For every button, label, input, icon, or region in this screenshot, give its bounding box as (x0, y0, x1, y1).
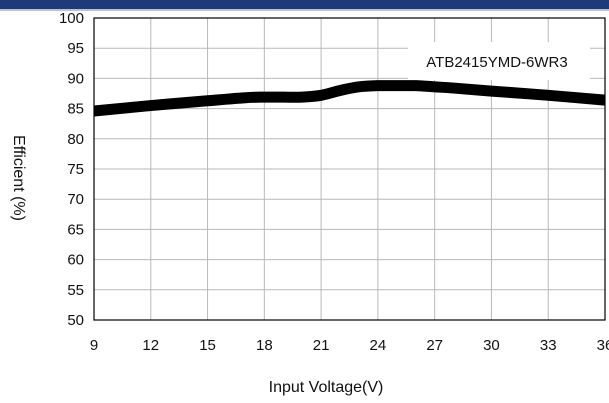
x-tick-labels: 9 12 15 18 21 24 27 30 33 36 (90, 337, 609, 354)
top-accent-bar (0, 0, 609, 9)
x-tick-label: 30 (483, 337, 500, 354)
y-tick-label: 90 (67, 70, 84, 87)
y-tick-label: 65 (67, 221, 84, 238)
x-tick-label: 21 (313, 337, 330, 354)
series-line-efficiency (93, 80, 606, 117)
x-tick-label: 9 (90, 337, 98, 354)
legend-box (408, 42, 590, 80)
series-group (93, 80, 606, 117)
y-tick-label: 85 (67, 101, 84, 118)
top-accent-bar-shadow (0, 9, 609, 11)
y-axis-label: Efficient (%) (10, 135, 27, 221)
x-tick-label: 27 (426, 337, 443, 354)
chart-annotation: ATB2415YMD-6WR3 (426, 54, 567, 71)
y-tick-label: 60 (67, 252, 84, 269)
y-tick-label: 100 (59, 10, 84, 27)
x-tick-label: 24 (370, 337, 387, 354)
y-tick-label: 50 (67, 312, 84, 329)
x-tick-label: 12 (142, 337, 159, 354)
x-axis-label: Input Voltage(V) (268, 379, 384, 396)
x-tick-label: 36 (597, 337, 609, 354)
y-tick-label: 75 (67, 161, 84, 178)
x-tick-label: 18 (256, 337, 273, 354)
x-tick-label: 15 (199, 337, 216, 354)
x-tick-label: 33 (540, 337, 557, 354)
legend: ATB2415YMD-6WR3 (408, 42, 590, 80)
y-tick-label: 80 (67, 131, 84, 148)
y-tick-label: 95 (67, 40, 84, 57)
y-tick-label: 55 (67, 282, 84, 299)
plot-frame (93, 17, 606, 321)
y-tick-label: 70 (67, 191, 84, 208)
y-tick-labels: 50 55 60 65 70 75 80 85 90 95 100 (59, 10, 84, 329)
